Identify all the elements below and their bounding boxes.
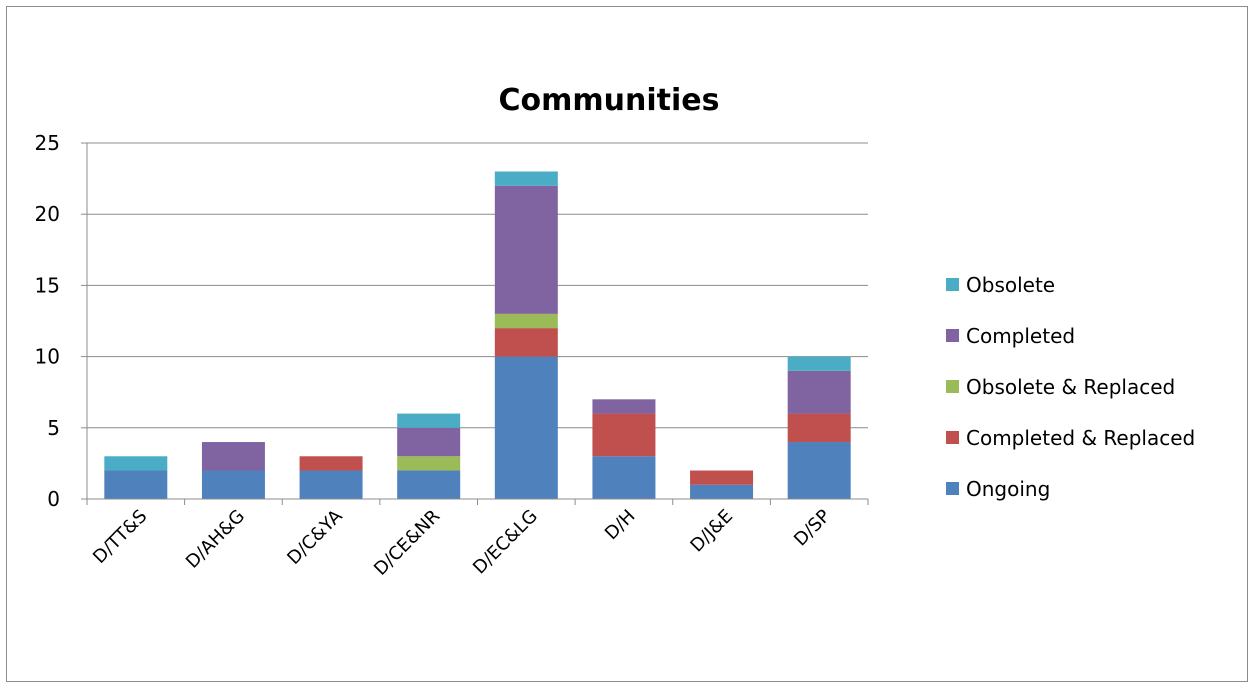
- legend-label: Ongoing: [966, 477, 1050, 501]
- bar-segment: [787, 442, 851, 499]
- bar-segment: [787, 356, 851, 371]
- legend-swatch: [946, 278, 959, 291]
- bar-segment: [690, 470, 754, 485]
- x-axis-ticks: D/TT&S D/AH&G D/C&YA D/CE&NR D/EC&LG D/H D/J&E…: [89, 505, 835, 580]
- bar-segment: [592, 413, 656, 457]
- bar-segment: [397, 456, 461, 471]
- legend-swatch: [946, 329, 959, 342]
- bar-segment: [397, 427, 461, 457]
- bar-segment: [494, 185, 558, 314]
- x-tick-label: D/H: [601, 506, 640, 545]
- chart-frame: [6, 6, 1248, 682]
- bar-segment: [494, 356, 558, 499]
- legend-label: Obsolete: [966, 273, 1055, 297]
- y-tick-label: 5: [47, 416, 60, 440]
- x-tick-label: D/AH&G: [182, 506, 249, 573]
- y-tick-label: 15: [35, 273, 60, 297]
- y-axis-ticks: 0 5 10 15 20 25: [35, 131, 60, 511]
- x-tick-label: D/TT&S: [89, 506, 151, 568]
- x-tick-label: D/C&YA: [283, 505, 347, 569]
- legend-swatch: [946, 380, 959, 393]
- bar-segment: [104, 456, 168, 471]
- x-tick-label: D/EC&LG: [469, 506, 542, 579]
- legend-label: Completed & Replaced: [966, 426, 1195, 450]
- bar-segment: [299, 470, 363, 499]
- x-tick-label: D/CE&NR: [370, 506, 444, 580]
- y-tick-label: 10: [35, 345, 60, 369]
- legend: Obsolete Completed Obsolete & Replaced Comp…: [946, 273, 1195, 501]
- bar-segment: [494, 171, 558, 186]
- bar-segment: [397, 470, 461, 499]
- x-tick-label: D/SP: [790, 506, 835, 551]
- y-tick-label: 20: [35, 202, 60, 226]
- bar-segment: [299, 456, 363, 471]
- axes: [81, 142, 869, 505]
- bar-segment: [201, 470, 265, 499]
- bar-segment: [494, 313, 558, 329]
- legend-swatch: [946, 431, 959, 444]
- bar-segment: [592, 399, 656, 414]
- bar-segment: [201, 442, 265, 471]
- bars: [104, 171, 851, 499]
- bar-segment: [592, 456, 656, 499]
- bar-segment: [787, 413, 851, 443]
- bar-segment: [397, 413, 461, 428]
- y-tick-label: 25: [35, 131, 60, 155]
- gridlines: [87, 142, 868, 429]
- bar-segment: [787, 370, 851, 414]
- chart-title: Communities: [499, 83, 720, 118]
- legend-label: Obsolete & Replaced: [966, 375, 1175, 399]
- legend-swatch: [946, 482, 959, 495]
- y-tick-label: 0: [47, 487, 60, 511]
- x-tick-label: D/J&E: [686, 506, 737, 557]
- bar-segment: [690, 484, 754, 499]
- bar-segment: [104, 470, 168, 499]
- bar-segment: [494, 328, 558, 357]
- legend-label: Completed: [966, 324, 1075, 348]
